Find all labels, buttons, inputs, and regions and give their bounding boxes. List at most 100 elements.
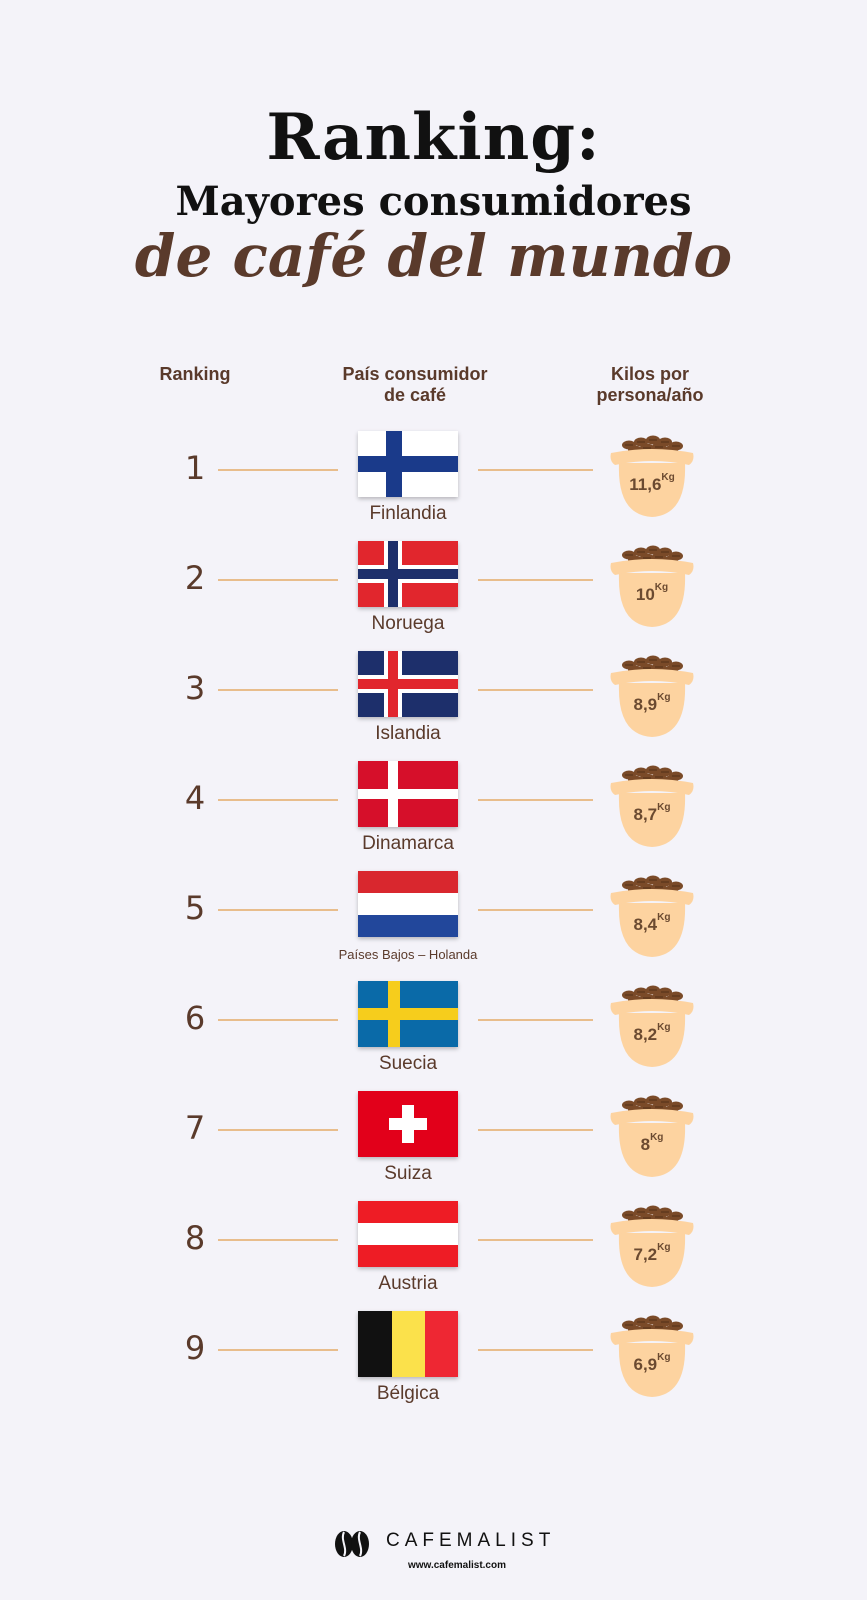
coffee-sack-icon [605,975,699,1071]
coffee-bean-icon [335,1531,369,1557]
connector-line [478,689,593,691]
connector-line [218,579,338,581]
coffee-sack-icon [605,1195,699,1291]
country-name: Noruega [371,613,445,634]
coffee-sack-icon [605,865,699,961]
sweden-flag [358,981,458,1047]
connector-line [478,1019,593,1021]
kilos-value: 8,2Kg [610,1022,694,1045]
norway-flag [358,541,458,607]
kilos-unit: Kg [657,1022,671,1033]
kilos-unit: Kg [650,1132,664,1143]
connector-line [218,909,338,911]
ranking-row: 7 Suiza 8Kg [0,1085,867,1195]
header-country-line1: País consumidor [342,364,488,384]
kilos-unit: Kg [657,1242,671,1253]
coffee-sack-icon [605,425,699,521]
header-country: País consumidor de café [320,364,510,406]
connector-line [218,1349,338,1351]
iceland-flag [358,651,458,717]
ranking-row: 8 Austria 7,2Kg [0,1195,867,1305]
kilos-number: 8,9 [633,695,658,714]
rank-number: 9 [184,1329,206,1367]
ranking-row: 2 Noruega 10Kg [0,535,867,645]
country-name: Islandia [375,723,441,744]
kilos-unit: Kg [657,1352,671,1363]
coffee-sack-icon [605,535,699,631]
kilos-unit: Kg [654,582,669,593]
title-script: de café del mundo [134,222,733,290]
coffee-sack-icon [605,755,699,851]
connector-line [218,1239,338,1241]
country-name: Dinamarca [362,833,454,854]
coffee-sack-icon [605,645,699,741]
switzerland-flag [358,1091,458,1157]
rank-number: 2 [184,559,206,597]
kilos-value: 6,9Kg [610,1352,694,1375]
country-name: Suecia [378,1053,438,1074]
connector-line [478,799,593,801]
kilos-number: 8,7 [633,805,658,824]
kilos-value: 7,2Kg [610,1242,694,1265]
kilos-unit: Kg [657,692,671,703]
header-kilos-line2: persona/año [596,385,704,405]
ranking-row: 9 Bélgica 6,9Kg [0,1305,867,1415]
kilos-value: 8,4Kg [610,912,694,935]
header-kilos-line1: Kilos por [610,364,689,384]
kilos-number: 11,6 [629,475,662,494]
kilos-value: 11,6Kg [610,472,694,495]
rank-number: 3 [184,669,206,707]
country-name: Bélgica [376,1383,440,1404]
kilos-unit: Kg [657,802,671,813]
finland-flag [358,431,458,497]
kilos-value: 10Kg [610,582,694,605]
title-subtitle: Mayores consumidores [175,178,692,225]
kilos-number: 8,4 [633,915,658,934]
rank-number: 8 [184,1219,206,1257]
kilos-number: 10 [635,585,655,604]
footer-url[interactable]: www.cafemalist.com [408,1560,506,1571]
ranking-row: 1 Finlandia 11,6Kg [0,425,867,535]
kilos-unit: Kg [657,912,671,923]
title-ranking: Ranking: [266,100,601,175]
kilos-number: 8 [640,1135,651,1154]
connector-line [478,579,593,581]
ranking-row: 4 Dinamarca 8,7Kg [0,755,867,865]
connector-line [218,469,338,471]
country-name: Suiza [384,1163,432,1184]
header-ranking: Ranking [130,364,260,385]
country-name: Países Bajos – Holanda [338,947,478,962]
kilos-number: 8,2 [633,1025,658,1044]
kilos-value: 8,9Kg [610,692,694,715]
coffee-sack-icon [605,1085,699,1181]
coffee-sack-icon [605,1305,699,1401]
connector-line [478,909,593,911]
connector-line [218,1129,338,1131]
header-ranking-label: Ranking [159,364,231,384]
kilos-number: 7,2 [633,1245,658,1264]
connector-line [218,799,338,801]
rank-number: 5 [184,889,206,927]
connector-line [218,1019,338,1021]
connector-line [478,469,593,471]
denmark-flag [358,761,458,827]
connector-line [478,1349,593,1351]
header-kilos: Kilos por persona/año [570,364,730,406]
kilos-number: 6,9 [633,1355,658,1374]
austria-flag [358,1201,458,1267]
ranking-row: 6 Suecia 8,2Kg [0,975,867,1085]
netherlands-flag [358,871,458,937]
country-name: Austria [378,1273,438,1294]
rank-number: 4 [184,779,206,817]
rank-number: 6 [184,999,206,1037]
kilos-unit: Kg [661,472,675,483]
belgium-flag [358,1311,458,1377]
rank-number: 1 [184,449,206,487]
kilos-value: 8Kg [610,1132,694,1155]
footer-brand: CAFEMALIST [386,1530,556,1551]
header-country-line2: de café [383,385,447,405]
country-name: Finlandia [369,503,447,524]
connector-line [478,1239,593,1241]
ranking-row: 3 Islandia 8,9Kg [0,645,867,755]
rank-number: 7 [184,1109,206,1147]
